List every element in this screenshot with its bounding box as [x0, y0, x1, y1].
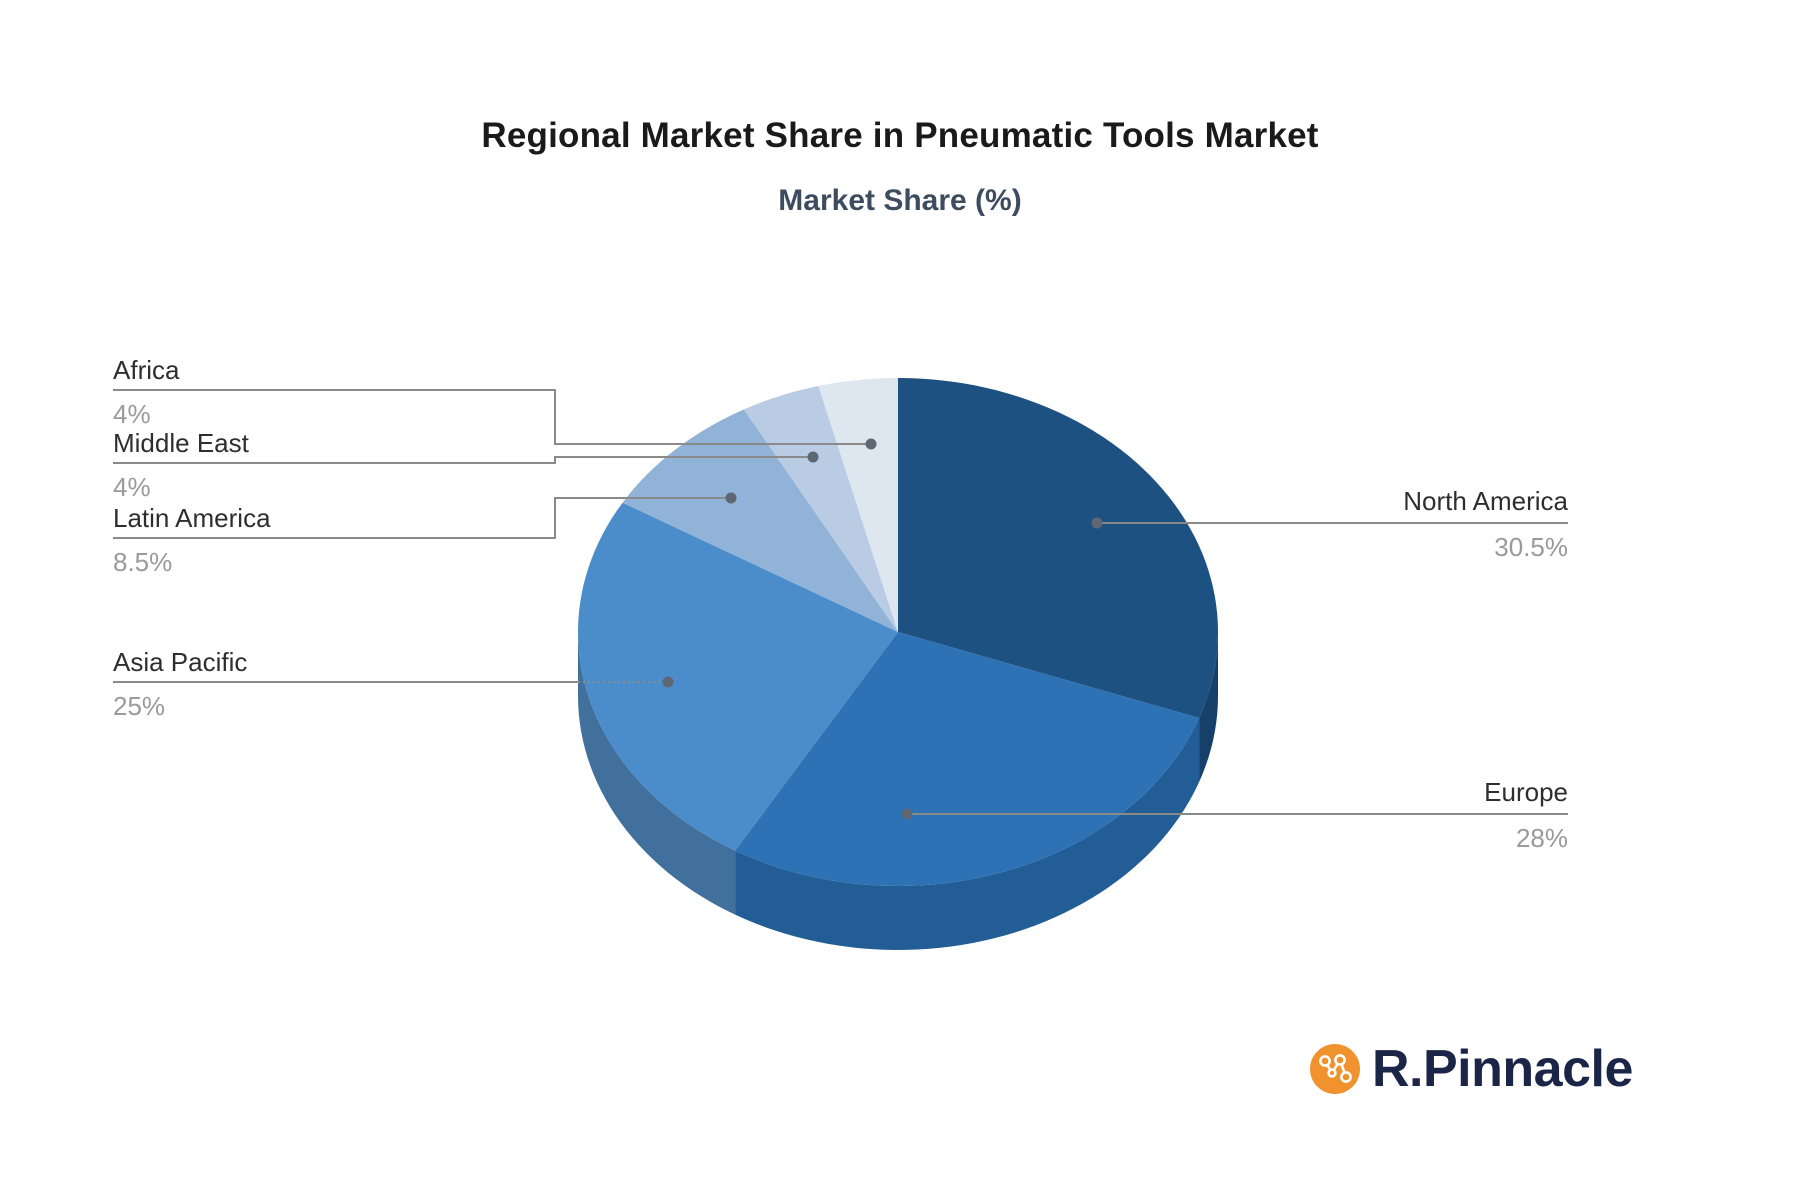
pie-slice-middle-east[interactable] [743, 385, 898, 632]
slice-value-africa: 4% [113, 399, 151, 429]
pie-slice-side-north-america [1199, 632, 1218, 783]
pie-slice-africa[interactable] [818, 378, 898, 632]
brand-logo[interactable]: R.Pinnacle [1310, 1043, 1633, 1095]
leader-line-africa [113, 389, 871, 445]
brand-logo-text: R.Pinnacle [1372, 1040, 1633, 1098]
leader-dot-latin-america [725, 492, 737, 504]
leader-dot-africa [865, 438, 877, 450]
slice-label-latin-america: Latin America [113, 503, 271, 533]
slice-value-latin-america: 8.5% [113, 547, 173, 577]
pie-slice-asia-pacific[interactable] [578, 502, 898, 851]
leader-dot-europe [901, 808, 913, 820]
pie-slice-side-europe [735, 718, 1200, 950]
slice-label-north-america: North America [1403, 486, 1568, 516]
leader-line-latin-america [113, 497, 731, 539]
slice-value-middle-east: 4% [113, 472, 151, 502]
chart-subtitle: Market Share (%) [778, 184, 1022, 217]
slice-value-asia-pacific: 25% [113, 691, 166, 721]
pie-slice-north-america[interactable] [898, 378, 1218, 719]
slice-label-europe: Europe [1484, 777, 1568, 807]
network-nodes-icon [1310, 1044, 1360, 1094]
pie-slice-latin-america[interactable] [622, 409, 898, 632]
slice-label-asia-pacific: Asia Pacific [113, 647, 248, 677]
slice-label-africa: Africa [113, 355, 180, 385]
pie-slice-europe[interactable] [735, 632, 1200, 886]
leader-dot-asia-pacific [662, 676, 674, 688]
slice-label-middle-east: Middle East [113, 428, 249, 458]
leader-dot-middle-east [807, 451, 819, 463]
leader-line-middle-east [113, 456, 813, 464]
chart-title: Regional Market Share in Pneumatic Tools… [481, 116, 1319, 155]
slice-value-europe: 28% [1515, 823, 1568, 853]
leader-dot-north-america [1091, 517, 1103, 529]
pie-slice-side-asia-pacific [578, 632, 736, 915]
slice-value-north-america: 30.5% [1494, 532, 1568, 562]
